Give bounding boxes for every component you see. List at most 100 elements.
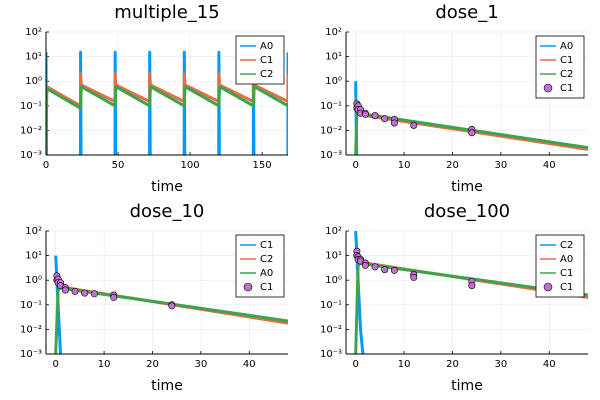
legend-label: A0	[560, 41, 573, 52]
x-tick-label: 30	[195, 359, 208, 370]
legend-label: C1	[560, 55, 573, 66]
data-point	[381, 115, 389, 123]
y-tick-label: 10¹	[325, 52, 342, 63]
x-tick-label: 50	[112, 160, 125, 171]
y-tick-label: 10⁻¹	[20, 300, 42, 311]
x-axis-label: time	[451, 179, 483, 195]
data-line	[354, 231, 365, 354]
x-tick-label: 100	[181, 160, 200, 171]
y-tick-label: 10¹	[25, 52, 42, 63]
legend-label: C2	[260, 254, 273, 265]
legend-label: A0	[260, 268, 273, 279]
y-tick-label: 10⁻³	[20, 349, 42, 360]
x-tick-label: 10	[398, 160, 411, 171]
legend-marker	[243, 282, 253, 292]
legend-label: C1	[560, 268, 573, 279]
x-tick-label: 0	[352, 359, 358, 370]
x-tick-label: 0	[43, 160, 49, 171]
legend-label: C1	[260, 55, 273, 66]
data-point	[468, 129, 476, 137]
x-tick-label: 10	[398, 359, 411, 370]
legend-marker	[543, 83, 553, 93]
legend-label: C2	[260, 69, 273, 80]
data-point	[71, 287, 79, 295]
data-line	[46, 50, 288, 155]
y-tick-label: 10²	[325, 226, 342, 237]
legend-label: C1	[260, 282, 273, 293]
legend: C2 A0 C1 C1	[535, 234, 585, 298]
y-tick-label: 10⁻³	[320, 349, 342, 360]
x-axis-label: time	[151, 378, 183, 394]
data-point	[361, 110, 369, 118]
x-tick-label: 0	[52, 359, 58, 370]
data-line	[54, 286, 288, 354]
data-point	[371, 112, 379, 120]
data-point	[90, 290, 98, 298]
data-point	[390, 266, 398, 274]
data-point	[410, 273, 418, 281]
legend: A0 C1 C2	[235, 35, 285, 85]
y-tick-label: 10²	[25, 27, 42, 38]
subplot-title: dose_10	[130, 201, 205, 222]
legend-marker	[543, 282, 553, 292]
subplot-title: dose_1	[435, 2, 498, 23]
x-axis-label: time	[151, 179, 183, 195]
y-tick-label: 10¹	[325, 251, 342, 262]
y-tick-label: 10⁻²	[320, 125, 342, 136]
y-tick-label: 10⁻³	[320, 150, 342, 161]
data-point	[61, 286, 69, 294]
x-tick-label: 30	[495, 160, 508, 171]
x-tick-label: 20	[446, 359, 459, 370]
y-tick-label: 10⁻²	[20, 125, 42, 136]
y-tick-label: 10⁰	[25, 76, 42, 87]
y-tick-label: 10⁻²	[320, 324, 342, 335]
legend-label: A0	[260, 41, 273, 52]
y-tick-label: 10⁻³	[20, 150, 42, 161]
legend-label: C1	[560, 282, 573, 293]
x-tick-label: 20	[446, 160, 459, 171]
subplot-title: dose_100	[424, 201, 510, 222]
subplot-title: multiple_15	[114, 2, 219, 23]
data-point	[81, 289, 89, 297]
x-tick-label: 0	[352, 160, 358, 171]
y-tick-label: 10⁻¹	[20, 101, 42, 112]
y-tick-label: 10⁻¹	[320, 101, 342, 112]
data-point	[361, 261, 369, 269]
x-tick-label: 10	[98, 359, 111, 370]
data-line	[46, 85, 288, 155]
data-point	[371, 263, 379, 271]
legend: C1 C2 A0 C1	[235, 234, 285, 298]
legend-label: C1	[260, 240, 273, 251]
x-tick-label: 30	[495, 359, 508, 370]
y-tick-label: 10⁻²	[20, 324, 42, 335]
data-point	[390, 119, 398, 127]
x-tick-label: 40	[243, 359, 256, 370]
data-point	[110, 293, 118, 301]
legend-label: A0	[560, 254, 573, 265]
legend: A0 C1 C2 C1	[535, 35, 585, 99]
y-tick-label: 10¹	[25, 251, 42, 262]
data-point	[468, 282, 476, 290]
y-tick-label: 10⁰	[325, 275, 342, 286]
legend-label: C2	[560, 240, 573, 251]
legend-label: C1	[560, 83, 573, 94]
legend-label: C2	[560, 69, 573, 80]
plot-area	[353, 81, 588, 155]
x-tick-label: 150	[253, 160, 272, 171]
y-tick-label: 10⁰	[25, 275, 42, 286]
data-point	[168, 302, 176, 310]
y-tick-label: 10⁻¹	[320, 300, 342, 311]
x-tick-label: 20	[146, 359, 159, 370]
x-axis-label: time	[451, 378, 483, 394]
x-tick-label: 40	[543, 160, 556, 171]
data-line	[54, 255, 63, 354]
y-tick-label: 10²	[325, 27, 342, 38]
data-point	[381, 266, 389, 274]
plot-area	[53, 255, 288, 354]
plot-area	[46, 50, 288, 155]
